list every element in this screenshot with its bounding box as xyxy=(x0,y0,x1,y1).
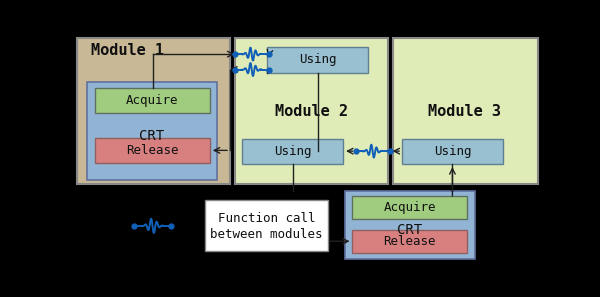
Text: CRT: CRT xyxy=(397,223,422,237)
Bar xyxy=(352,230,467,253)
Bar xyxy=(352,196,467,219)
Bar xyxy=(242,139,343,164)
Text: Release: Release xyxy=(383,235,436,248)
Text: CRT: CRT xyxy=(139,129,164,143)
Text: between modules: between modules xyxy=(210,228,323,241)
Bar xyxy=(86,82,217,180)
Bar xyxy=(95,138,210,163)
Text: Acquire: Acquire xyxy=(126,94,179,107)
Bar xyxy=(402,139,503,164)
Text: Using: Using xyxy=(299,53,337,66)
Text: Module 1: Module 1 xyxy=(91,43,164,58)
Bar xyxy=(95,88,210,113)
Text: Release: Release xyxy=(126,144,179,157)
Text: Module 3: Module 3 xyxy=(428,104,502,119)
Bar xyxy=(235,38,388,184)
Bar xyxy=(267,47,368,72)
Bar xyxy=(77,38,230,184)
Bar xyxy=(344,191,475,259)
Text: Using: Using xyxy=(434,145,471,158)
Text: Function call: Function call xyxy=(218,212,315,225)
Text: Acquire: Acquire xyxy=(383,201,436,214)
Text: Using: Using xyxy=(274,145,311,158)
Bar xyxy=(393,38,538,184)
Bar xyxy=(205,200,328,251)
Text: Module 2: Module 2 xyxy=(275,104,348,119)
